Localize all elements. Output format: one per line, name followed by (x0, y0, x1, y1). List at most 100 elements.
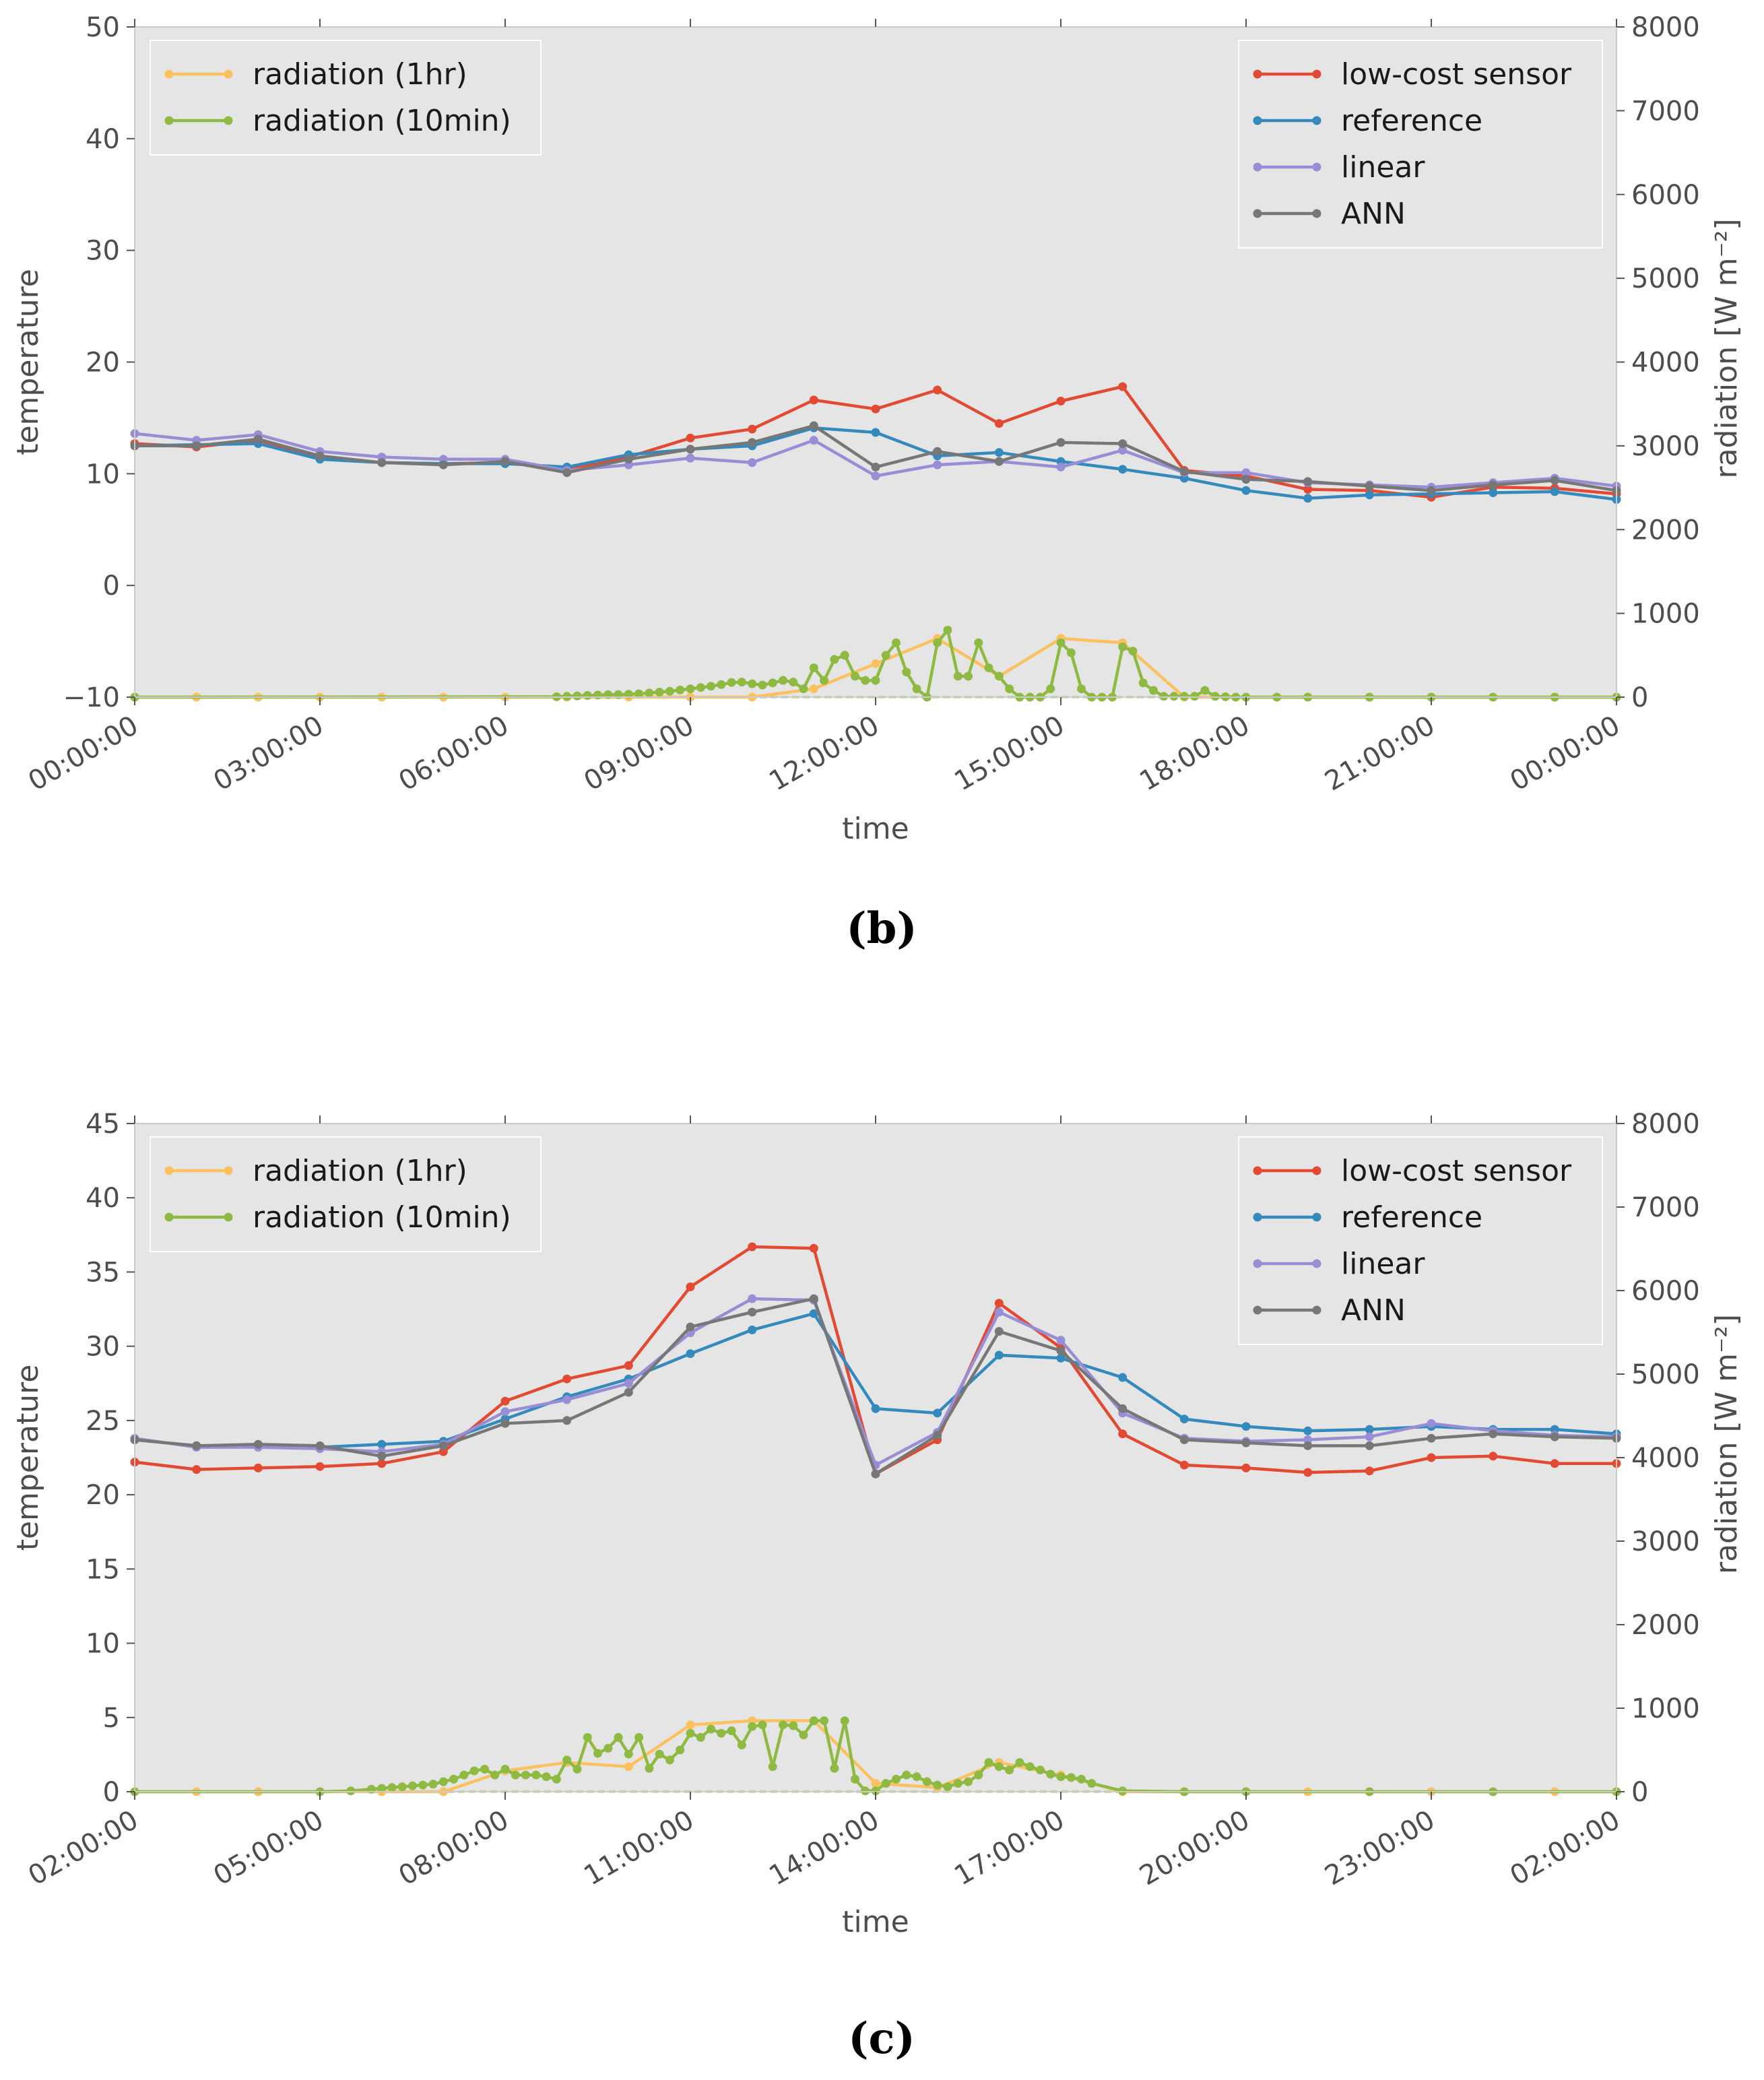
x-tick-label: 06:00:00 (393, 710, 514, 798)
y2-tick-label: 5000 (1631, 1359, 1700, 1390)
y2-tick-label: 2000 (1631, 1610, 1700, 1641)
data-point-radiation-10min (511, 1770, 520, 1780)
data-point-linear (1365, 1432, 1374, 1441)
data-point-radiation-10min (1149, 686, 1158, 695)
data-point-ann (871, 1469, 880, 1478)
legend-marker-linear (1253, 1259, 1262, 1268)
data-point-radiation-10min (994, 1762, 1004, 1772)
data-point-radiation-10min (851, 672, 859, 681)
data-point-radiation-10min (779, 676, 787, 685)
data-point-reference (1241, 486, 1251, 495)
data-point-radiation-10min (469, 1766, 479, 1776)
data-point-radiation-10min (768, 1762, 777, 1772)
data-point-low-cost-sensor (315, 1462, 325, 1471)
data-point-reference (1303, 494, 1313, 503)
data-point-ann (1118, 439, 1128, 449)
data-point-radiation-10min (428, 1780, 438, 1789)
legend-marker-low-cost-sensor (1312, 1166, 1321, 1175)
data-point-low-cost-sensor (1179, 1460, 1189, 1470)
legend-label-linear: linear (1341, 150, 1425, 185)
data-point-radiation-10min (1015, 1758, 1024, 1767)
x-tick-label: 02:00:00 (1505, 1805, 1625, 1892)
legend-marker-radiation-1hr (224, 69, 233, 79)
x-tick-label: 00:00:00 (23, 710, 143, 798)
data-point-radiation-1hr (686, 1720, 695, 1730)
y-tick-label: 40 (86, 1183, 120, 1214)
data-point-radiation-10min (438, 1777, 448, 1786)
data-point-radiation-10min (1210, 692, 1220, 701)
data-point-radiation-10min (686, 684, 695, 694)
data-point-radiation-10min (562, 692, 572, 701)
data-point-radiation-10min (480, 1765, 489, 1774)
x-tick-label: 00:00:00 (1505, 710, 1625, 798)
y-tick-label: 45 (86, 1109, 120, 1140)
data-point-radiation-10min (459, 1770, 469, 1780)
data-point-ann (562, 1416, 572, 1425)
data-point-radiation-10min (1169, 692, 1179, 701)
x-tick-label: 15:00:00 (949, 710, 1070, 798)
y2-tick-label: 8000 (1631, 12, 1700, 43)
legend-marker-radiation-10min (164, 116, 174, 125)
data-point-radiation-10min (1046, 1769, 1055, 1779)
data-point-radiation-10min (1066, 1773, 1076, 1782)
y-tick-label: 40 (86, 124, 120, 155)
legend-marker-radiation-10min (224, 116, 233, 125)
data-point-linear (1118, 446, 1128, 455)
data-point-radiation-10min (408, 1781, 417, 1790)
y2-axis-label: radiation [W m⁻²] (1709, 219, 1744, 479)
y-tick-label: 0 (103, 571, 120, 602)
data-point-radiation-10min (1056, 1772, 1066, 1782)
data-point-reference (748, 1325, 757, 1334)
y-tick-label: 10 (86, 1629, 120, 1660)
data-point-radiation-10min (449, 1774, 459, 1784)
data-point-ann (686, 1322, 695, 1332)
data-point-reference (809, 1309, 818, 1318)
data-point-radiation-10min (964, 1777, 973, 1786)
data-point-reference (1550, 487, 1559, 496)
data-point-radiation-10min (573, 1765, 582, 1774)
data-point-reference (1056, 1353, 1066, 1363)
data-point-ann (315, 1441, 325, 1450)
data-point-radiation-10min (840, 651, 849, 660)
data-point-low-cost-sensor (809, 395, 818, 405)
y-axis-label: temperature (11, 269, 45, 455)
legend-marker-reference (1253, 1212, 1262, 1222)
data-point-radiation-10min (799, 684, 808, 694)
x-tick-label: 14:00:00 (764, 1805, 884, 1892)
x-tick-label: 12:00:00 (764, 710, 884, 798)
data-point-radiation-10min (377, 1784, 387, 1793)
data-point-linear (624, 1379, 633, 1388)
data-point-linear (994, 1307, 1004, 1317)
y2-tick-label: 7000 (1631, 96, 1700, 127)
data-point-radiation-10min (871, 676, 880, 685)
legend-marker-radiation-1hr (224, 1166, 233, 1175)
y2-tick-label: 4000 (1631, 1443, 1700, 1474)
data-point-radiation-10min (645, 1763, 654, 1773)
data-point-linear (686, 453, 695, 463)
data-point-reference (1179, 1415, 1189, 1424)
legend-radiation-box (150, 1136, 542, 1252)
data-point-radiation-10min (748, 1722, 757, 1731)
legend-marker-ann (1253, 1305, 1262, 1315)
data-point-linear (748, 458, 757, 467)
data-point-radiation-10min (727, 678, 736, 687)
legend-marker-linear (1312, 162, 1321, 172)
y-tick-label: 20 (86, 348, 120, 379)
data-point-radiation-10min (500, 1765, 510, 1774)
data-point-radiation-10min (676, 685, 685, 694)
data-point-ann (994, 457, 1004, 466)
y-tick-label: 30 (86, 1332, 120, 1363)
data-point-ann (1427, 486, 1436, 495)
y2-tick-label: 7000 (1631, 1192, 1700, 1223)
data-point-radiation-10min (892, 638, 901, 647)
data-point-radiation-10min (943, 1782, 952, 1792)
data-point-low-cost-sensor (933, 385, 942, 395)
data-point-radiation-10min (1005, 684, 1014, 694)
chart-panel-b: −10 0 10 20 30 40 50 0 1000 2000 3000 4000 5000 6000 7… (11, 12, 1744, 954)
data-point-radiation-10min (1118, 642, 1128, 651)
x-tick-label: 08:00:00 (393, 1805, 514, 1892)
data-point-radiation-10min (593, 1749, 602, 1758)
data-point-low-cost-sensor (1365, 1466, 1374, 1476)
data-point-ann (192, 441, 201, 451)
y2-tick-label: 2000 (1631, 515, 1700, 546)
